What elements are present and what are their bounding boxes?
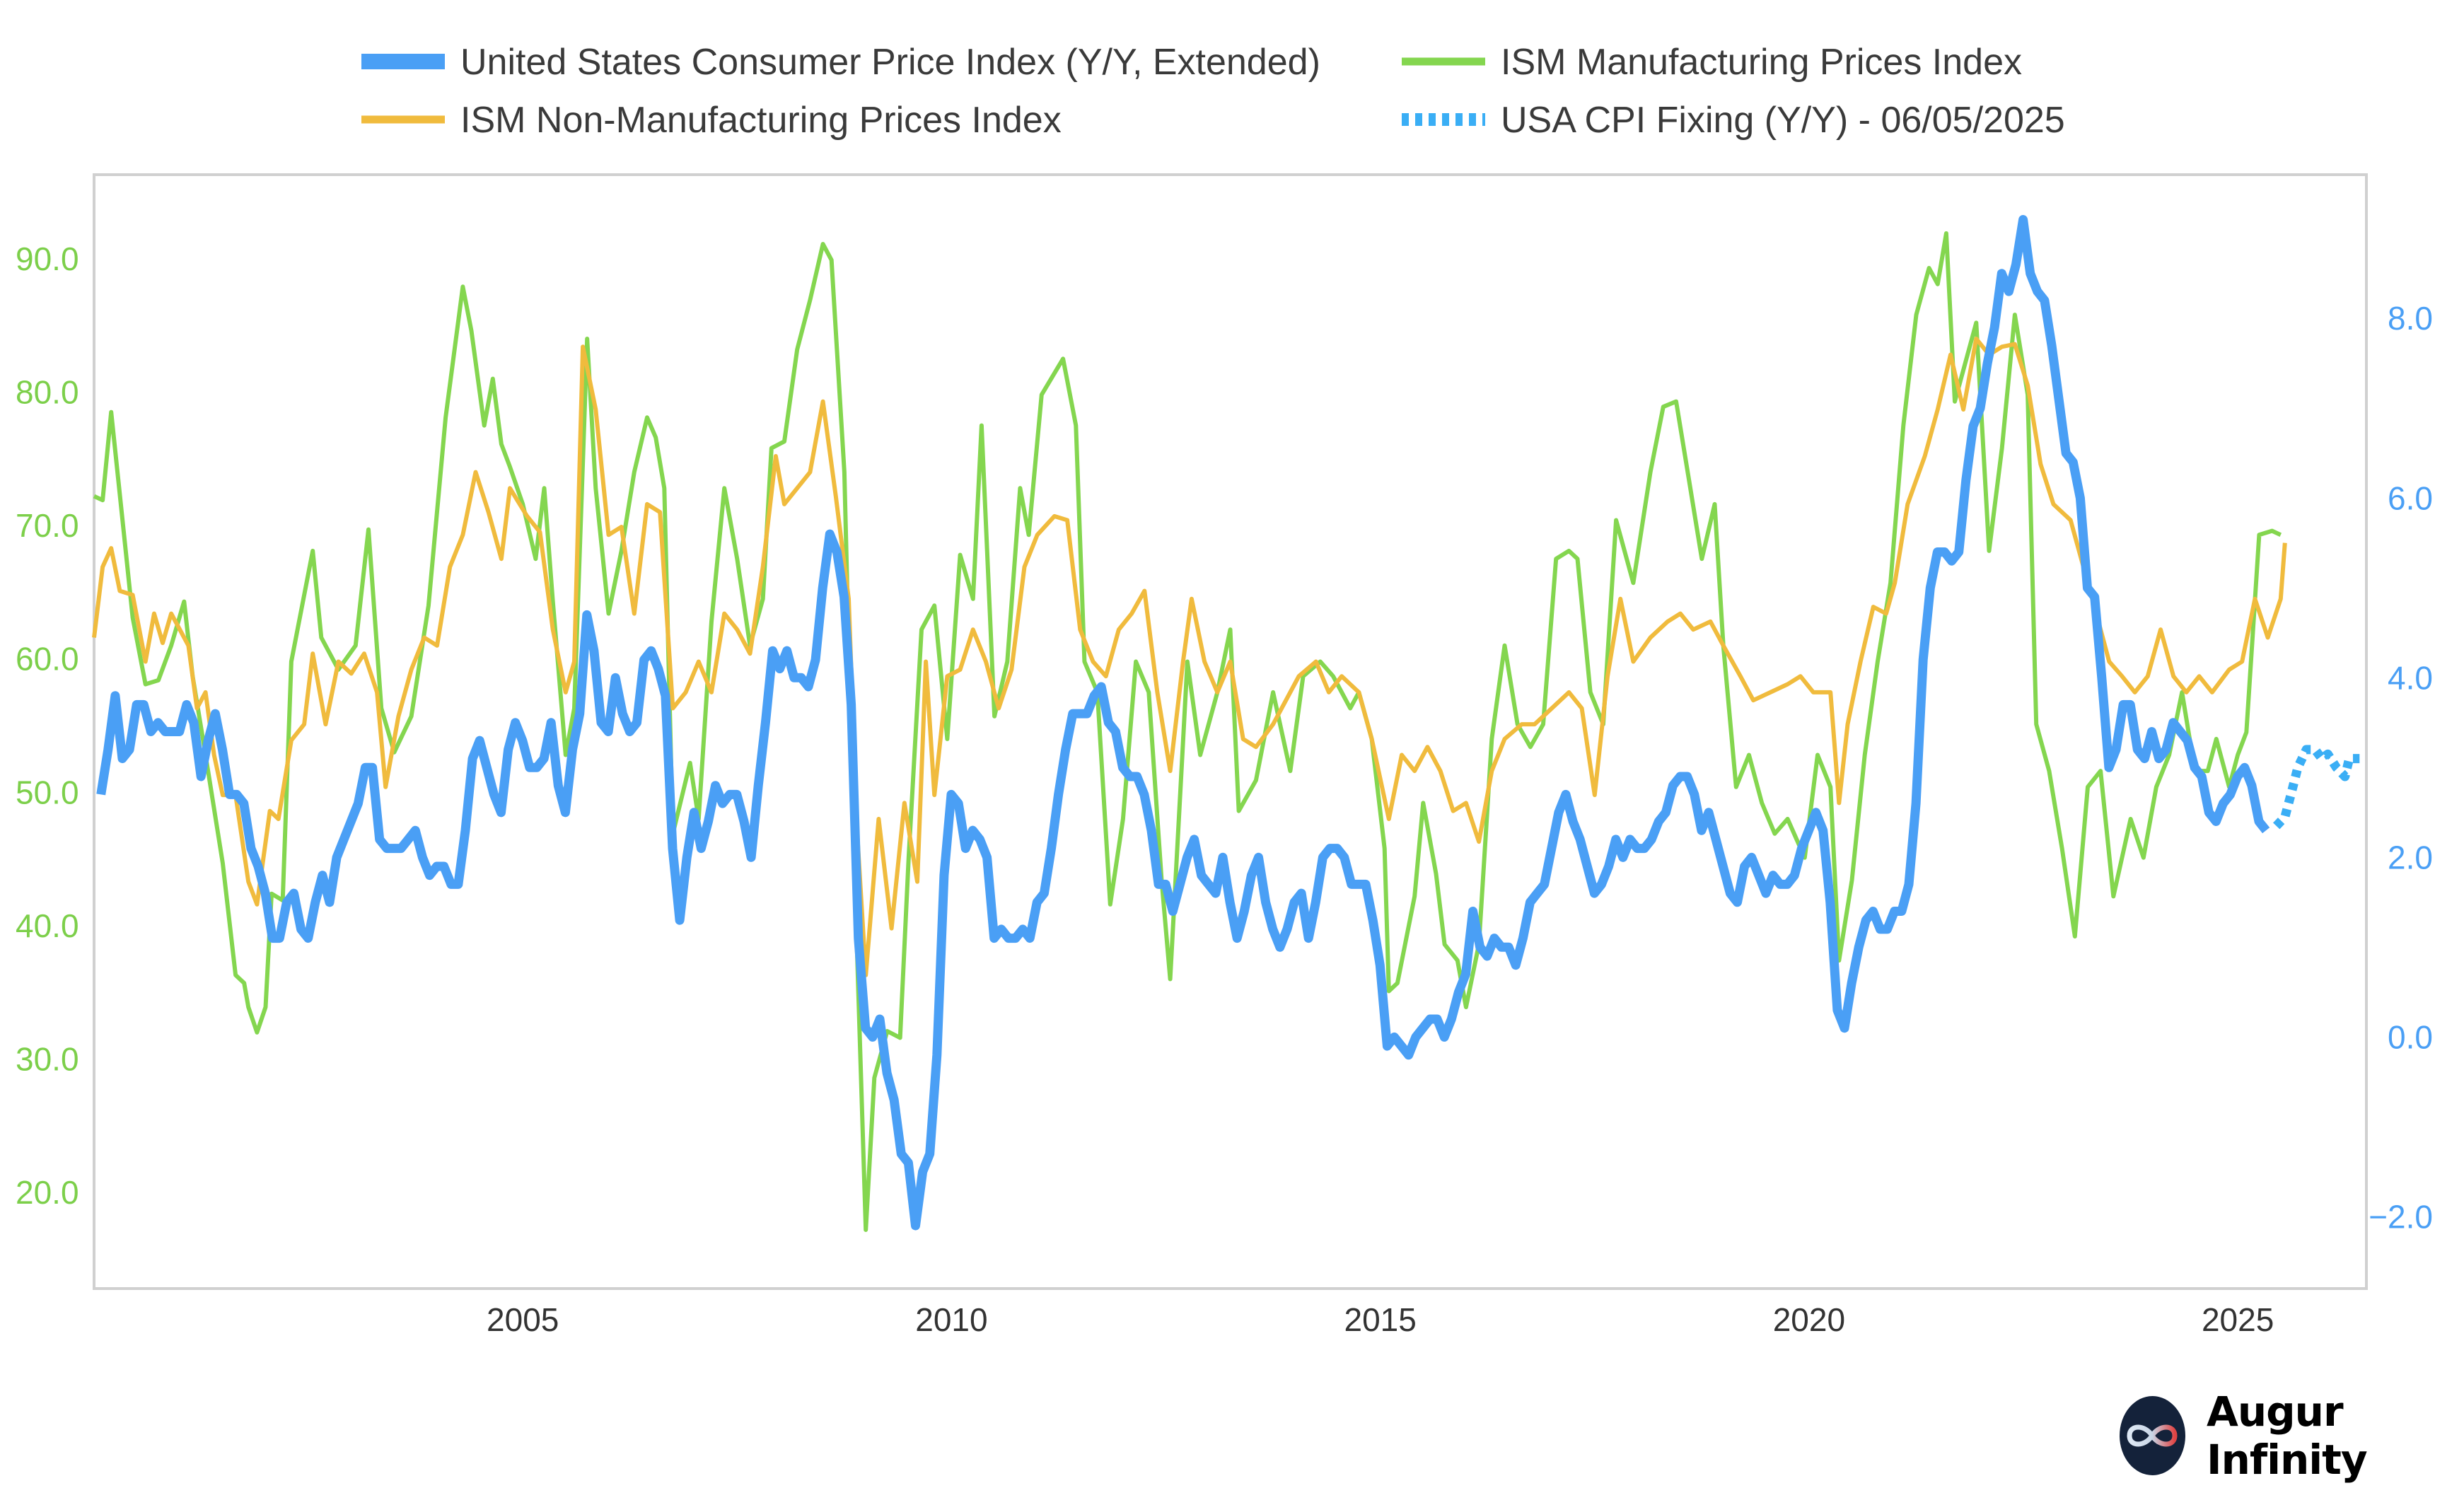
right-tick-label: 6.0 — [2388, 479, 2433, 516]
left-tick-label: 80.0 — [16, 373, 79, 410]
x-tick-label: 2020 — [1773, 1301, 1845, 1338]
right-tick-label: −2.0 — [2369, 1198, 2433, 1235]
left-tick-label: 70.0 — [16, 507, 79, 544]
right-axis: −2.0 0.0 2.0 4.0 6.0 8.0 — [2369, 300, 2433, 1235]
legend-label[interactable]: United States Consumer Price Index (Y/Y,… — [460, 42, 1320, 83]
left-tick-label: 30.0 — [16, 1041, 79, 1078]
legend-label[interactable]: ISM Non-Manufacturing Prices Index — [460, 100, 1062, 141]
series-line-2 — [92, 337, 2287, 977]
right-tick-label: 4.0 — [2388, 659, 2433, 696]
infinity-icon — [2120, 1396, 2185, 1475]
series-line-1 — [93, 231, 2282, 1232]
series-lines — [92, 215, 2360, 1232]
legend-label[interactable]: ISM Manufacturing Prices Index — [1501, 42, 2022, 83]
right-tick-label: 8.0 — [2388, 300, 2433, 337]
left-tick-label: 20.0 — [16, 1174, 79, 1211]
right-tick-label: 0.0 — [2388, 1018, 2433, 1055]
series-line-3 — [2272, 745, 2360, 830]
plot-frame — [93, 173, 2368, 1290]
x-axis: 2005 2010 2015 2020 2025 — [487, 1301, 2274, 1338]
x-tick-label: 2025 — [2202, 1301, 2274, 1338]
series-line-0 — [96, 215, 2270, 1231]
left-tick-label: 40.0 — [16, 907, 79, 944]
left-tick-label: 90.0 — [16, 240, 79, 277]
brand-logo: Augur Infinity — [2120, 1388, 2464, 1484]
brand-name: Augur Infinity — [2206, 1388, 2368, 1484]
left-tick-label: 50.0 — [16, 774, 79, 810]
x-tick-label: 2005 — [487, 1301, 559, 1338]
legend: United States Consumer Price Index (Y/Y,… — [361, 42, 2065, 141]
x-tick-label: 2015 — [1344, 1301, 1417, 1338]
right-tick-label: 2.0 — [2388, 839, 2433, 876]
left-axis: 20.0 30.0 40.0 50.0 60.0 70.0 80.0 90.0 — [16, 240, 79, 1211]
left-tick-label: 60.0 — [16, 641, 79, 678]
legend-label[interactable]: USA CPI Fixing (Y/Y) - 06/05/2025 — [1501, 100, 2065, 141]
x-tick-label: 2010 — [915, 1301, 987, 1338]
